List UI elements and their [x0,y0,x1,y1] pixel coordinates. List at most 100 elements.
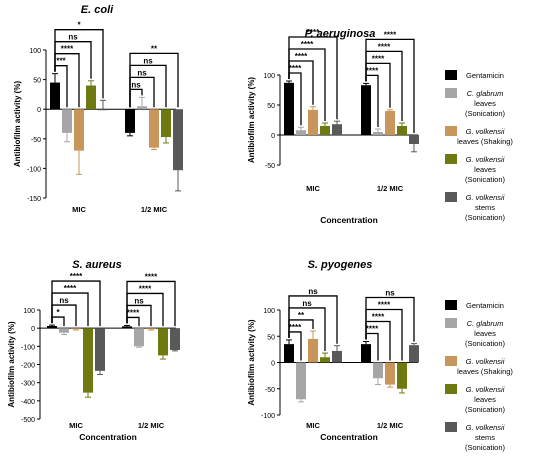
significance-label: **** [295,52,308,61]
bar [373,132,383,135]
y-tick-label: 100 [263,73,275,80]
bar [47,325,57,329]
bar [373,362,383,379]
y-tick-label: 100 [29,48,41,55]
legend-text: leaves [474,329,496,338]
category-label: MIC [306,421,320,430]
significance-bracket [126,316,140,327]
significance-label: * [77,21,81,30]
bar [284,82,294,135]
significance-label: **** [289,64,302,73]
significance-label: **** [127,308,140,317]
y-tick-label: 0 [37,107,41,114]
significance-label: **** [145,272,158,281]
bar [98,109,108,111]
legend-swatch [445,318,457,328]
significance-label: **** [289,323,302,332]
significance-bracket [54,29,104,99]
legend-text: (Sonication) [465,339,506,348]
significance-bracket [51,280,101,327]
significance-bracket [288,295,338,344]
legend-text: Gentamicin [466,71,504,80]
legend-swatch [445,422,457,432]
bar [158,328,168,356]
bar [320,357,330,363]
y-tick-label: -200 [21,363,35,370]
y-tick-label: -100 [21,344,35,351]
significance-label: ns [131,80,141,89]
y-axis-label: Antibiofilm activity (%) [247,77,256,164]
y-tick-label: -50 [265,387,275,394]
y-tick-label: -300 [21,381,35,388]
bar [146,328,156,330]
bar [137,106,147,110]
bar [71,328,81,330]
legend-text: G. volkensii [466,385,505,394]
significance-label: **** [372,54,385,63]
bar [161,109,171,138]
category-label: 1/2 MIC [138,421,165,430]
bar [170,328,180,350]
y-tick-label: -100 [261,413,275,420]
significance-label: **** [307,28,320,37]
legend-text: Gentamicin [466,301,504,310]
y-tick-label: 50 [267,334,275,341]
chart-title: S. pyogenes [308,259,373,271]
significance-label: ns [59,296,69,305]
legend-text: leaves (Shaking) [457,367,513,376]
category-label: MIC [69,421,83,430]
chart-panel-1: E. coli Antibiofilm activity (%) -150 -100 -… [13,4,183,214]
bar [95,328,105,371]
legend-text: leaves [474,395,496,404]
significance-label: ns [134,296,144,305]
y-tick-label: -100 [27,166,41,173]
significance-label: ** [298,311,305,320]
legend-text: (Sonication) [465,405,506,414]
bar [122,326,132,329]
bar [308,109,318,135]
legend-text: leaves (Shaking) [457,137,513,146]
significance-label: **** [366,66,379,75]
significance-label: **** [70,272,83,281]
legend-text: C. glabrum [467,89,504,98]
legend-text: (Sonication) [465,443,506,452]
legend-text: G. volkensii [466,357,505,366]
y-tick-label: 0 [31,326,35,333]
legend-swatch [445,300,457,310]
significance-label: ns [302,299,312,308]
bar [409,345,419,363]
significance-bracket [129,88,143,108]
y-axis-label: Antibiofilm activity (%) [13,81,22,168]
significance-label: ns [308,287,318,296]
y-tick-label: 50 [33,78,41,85]
significance-label: **** [139,284,152,293]
x-axis-label: Concentration [320,432,378,442]
bar [409,135,419,144]
significance-label: **** [378,301,391,310]
bar [361,85,371,135]
legend-text: stems [475,203,495,212]
bar [308,338,318,363]
category-label: 1/2 MIC [377,184,404,193]
bar [296,362,306,400]
category-label: 1/2 MIC [377,421,404,430]
legend-swatch [445,88,457,98]
legend-swatch [445,126,457,136]
significance-label: **** [384,30,397,39]
bar [361,344,371,363]
bar [59,328,69,333]
chart-title: E. coli [81,4,114,16]
significance-label: *** [56,57,66,66]
bar [149,109,159,148]
legend-text: stems [475,433,495,442]
y-tick-label: -150 [27,196,41,203]
significance-label: **** [64,284,77,293]
legend-swatch [445,154,457,164]
bar [385,362,395,385]
y-tick-label: -50 [265,163,275,170]
bar [173,109,183,171]
legend-text: G. volkensii [466,127,505,136]
y-tick-label: -50 [31,137,41,144]
significance-bracket [126,280,176,327]
